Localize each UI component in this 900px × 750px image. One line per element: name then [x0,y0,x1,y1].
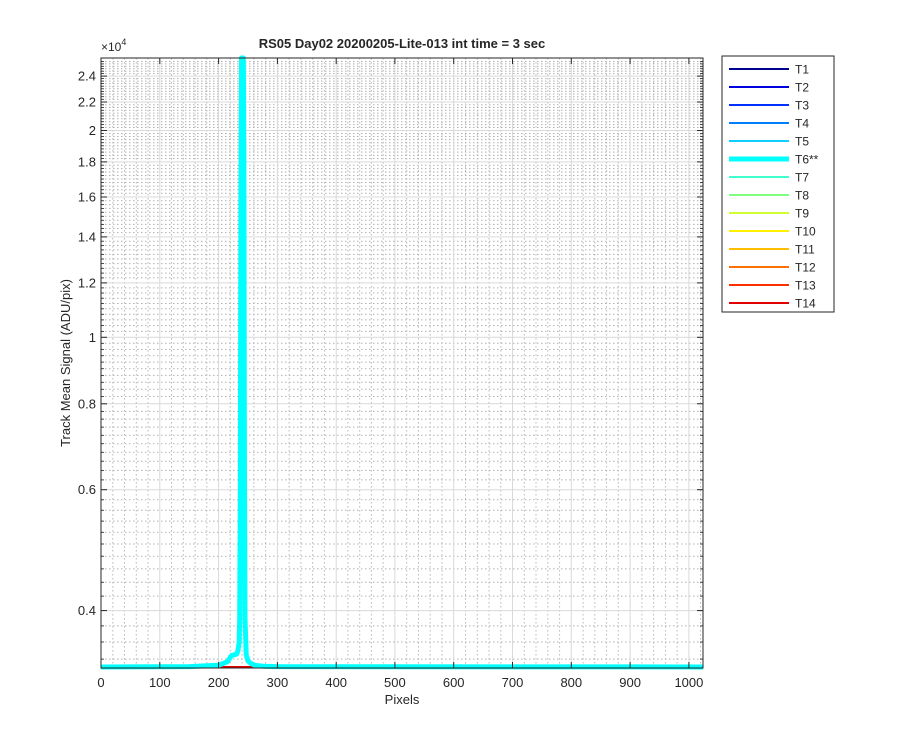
legend-label: T8 [795,189,809,203]
chart-title: RS05 Day02 20200205-Lite-013 int time = … [259,36,546,51]
legend-label: T10 [795,225,816,239]
legend-label: T5 [795,135,809,149]
x-tick-label: 1000 [674,675,703,690]
x-tick-label: 700 [502,675,524,690]
y-tick-label: 1.6 [78,190,96,205]
legend-label: T14 [795,297,816,311]
legend-label: T2 [795,81,809,95]
y-tick-label: 1.2 [78,275,96,290]
y-tick-label: 0.4 [78,603,96,618]
legend-label: T4 [795,117,809,131]
y-tick-label: 1.4 [78,229,96,244]
plot-area-background [101,58,703,668]
y-axis-label: Track Mean Signal (ADU/pix) [58,279,73,447]
x-tick-label: 300 [267,675,289,690]
y-tick-label: 0.8 [78,396,96,411]
y-exponent-power: 4 [121,37,126,47]
y-axis: 0.4 0.6 0.8 1 1.2 1.4 1.6 1.8 2 2.2 2.4 [78,61,703,660]
legend-label: T1 [795,63,809,77]
x-tick-label: 900 [619,675,641,690]
y-axis-exponent: ×104 [101,37,126,54]
legend-label: T12 [795,261,816,275]
y-tick-label: 1.8 [78,154,96,169]
minor-grid [101,58,703,668]
y-tick-label: 2.2 [78,95,96,110]
legend: T1 T2 T3 T4 T5 T6** T7 T8 T9 T10 T11 T12 T13 T14 [721,55,835,313]
y-exponent-base: ×10 [101,40,122,54]
legend-label: T11 [795,243,815,257]
legend-box [721,55,835,313]
legend-label: T9 [795,207,809,221]
legend-label: T6** [795,153,819,167]
x-tick-label: 600 [443,675,465,690]
y-tick-label: 2 [89,123,96,138]
x-tick-label: 0 [97,675,104,690]
y-tick-label: 2.4 [78,69,96,84]
x-tick-label: 800 [560,675,582,690]
major-grid [100,58,703,668]
legend-label: T13 [795,279,816,293]
x-tick-label: 500 [384,675,406,690]
x-tick-label: 400 [325,675,347,690]
x-axis-label: Pixels [385,692,420,707]
x-tick-label: 200 [208,675,230,690]
legend-label: T3 [795,99,809,113]
x-tick-label: 100 [149,675,171,690]
plot-area-frame [100,57,704,669]
legend-label: T7 [795,171,809,185]
y-tick-label: 0.6 [78,482,96,497]
y-tick-label: 1 [89,330,96,345]
x-axis: 0 100 200 300 400 500 600 700 800 900 1000 [97,58,703,690]
